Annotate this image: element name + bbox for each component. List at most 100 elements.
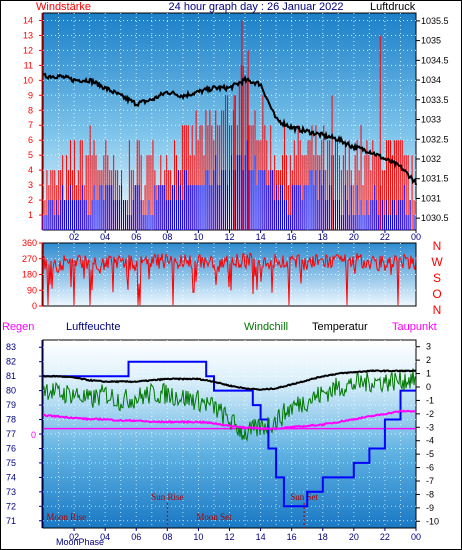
temperature-tick-label: -9: [426, 503, 434, 513]
time-tick-label: 02: [69, 532, 79, 542]
pressure-tick-label: 1035.5: [421, 16, 449, 26]
humidity-tick-label: 72: [6, 501, 16, 511]
time-tick-label: 20: [349, 532, 359, 542]
temperature-humidity-lines: [42, 360, 417, 508]
wind-tick-label: 13: [23, 30, 33, 40]
temperature-tick-label: -5: [426, 449, 434, 459]
wind-tick-label: 6: [28, 135, 33, 145]
windchill-series: [42, 368, 417, 443]
rain-zero-label: 0: [31, 430, 36, 440]
direction-tick-label: 270: [22, 254, 37, 264]
wind-tick-label: 5: [28, 150, 33, 160]
temperature-tick-label: -1: [426, 395, 434, 405]
event-label: Moon Rise: [46, 512, 86, 522]
compass-letter: O: [432, 287, 441, 301]
compass-letter: S: [433, 271, 441, 285]
pressure-tick-label: 1033.5: [421, 95, 449, 105]
dewpoint-series: [42, 409, 417, 431]
temperature-tick-label: 2: [426, 355, 431, 365]
wind-bars: [42, 20, 415, 230]
direction-tick-label: 180: [22, 270, 37, 280]
time-tick-label: 06: [131, 532, 141, 542]
wind-tick-label: 9: [28, 90, 33, 100]
temperature-tick-label: -3: [426, 422, 434, 432]
temperature-tick-label: -7: [426, 476, 434, 486]
wind-tick-label: 11: [24, 60, 33, 70]
humidity-tick-label: 73: [6, 487, 16, 497]
event-label: Moon Set: [196, 512, 232, 522]
wind-tick-label: 14: [23, 15, 33, 25]
humidity-axis: 71 72 73 74 75 76 77 78 79 80 81 82 83: [6, 340, 43, 528]
temperature-tick-label: -10: [426, 516, 439, 526]
pressure-tick-label: 1032: [421, 154, 441, 164]
rain-label: Regen: [2, 321, 34, 333]
compass-letter: W: [431, 255, 443, 269]
pressure-axis: 1030.5 1031 1031.5 1032 1032.5 1033 1033.5 1034…: [416, 16, 449, 223]
humidity-tick-label: 71: [6, 516, 16, 526]
pressure-tick-label: 1031.5: [421, 174, 449, 184]
time-tick-label: 00: [411, 532, 421, 542]
time-tick-label: 10: [193, 532, 203, 542]
wind-tick-label: 10: [23, 75, 33, 85]
pressure-tick-label: 1034.5: [421, 55, 449, 65]
time-tick-label: 06: [131, 232, 141, 242]
time-tick-label: 16: [287, 232, 297, 242]
pressure-tick-label: 1032.5: [421, 134, 449, 144]
temperature-tick-label: 3: [426, 342, 431, 352]
time-tick-label: 12: [224, 532, 234, 542]
humidity-tick-label: 76: [6, 443, 16, 453]
temperature-tick-label: 1: [426, 369, 431, 379]
wind-direction-series: [42, 252, 417, 306]
pressure-label: Luftdruck: [370, 1, 416, 13]
wind-direction-grid: [43, 243, 416, 306]
time-tick-label: 10: [193, 232, 203, 242]
temperature-time-axis: 02 04 06 08 10 12 14 16 18 20 22 00: [69, 528, 421, 542]
time-tick-label: 00: [411, 232, 421, 242]
temperature-tick-label: -2: [426, 409, 434, 419]
pressure-tick-label: 1030.5: [421, 213, 449, 223]
compass-letter: N: [433, 239, 442, 253]
pressure-tick-label: 1034: [421, 75, 441, 85]
direction-tick-label: 0: [32, 301, 37, 311]
temperature-tick-label: 0: [426, 382, 431, 392]
compass-letter: N: [433, 303, 442, 317]
wind-direction-line: [42, 252, 417, 306]
pressure-tick-label: 1033: [421, 115, 441, 125]
wind-pressure-time-axis: 02 04 06 08 10 12 14 16 18 20 22 00: [69, 230, 421, 242]
humidity-tick-label: 80: [6, 386, 16, 396]
wind-tick-label: 3: [28, 180, 33, 190]
direction-tick-label: 90: [27, 285, 37, 295]
wind-direction-axis: 0 90 180 270 360: [22, 238, 43, 311]
time-tick-label: 08: [162, 532, 172, 542]
humidity-tick-label: 79: [6, 400, 16, 410]
pressure-line: [42, 72, 417, 186]
time-tick-label: 04: [100, 532, 110, 542]
temperature-label: Temperatur: [312, 321, 368, 333]
time-tick-label: 02: [69, 232, 79, 242]
wind-tick-label: 8: [28, 105, 33, 115]
temperature-tick-label: -4: [426, 436, 434, 446]
temperature-series: [42, 369, 417, 391]
time-tick-label: 12: [224, 232, 234, 242]
event-label: Sun Set: [290, 492, 318, 502]
humidity-tick-label: 82: [6, 357, 16, 367]
dewpoint-label: Taupunkt: [392, 321, 437, 333]
time-tick-label: 22: [380, 532, 390, 542]
humidity-tick-label: 74: [6, 472, 16, 482]
humidity-tick-label: 75: [6, 458, 16, 468]
direction-tick-label: 360: [22, 238, 37, 248]
event-label: Sun Rise: [151, 492, 183, 502]
temperature-tick-label: -8: [426, 489, 434, 499]
time-tick-label: 14: [256, 232, 266, 242]
pressure-series: [42, 72, 417, 186]
temperature-tick-label: -6: [426, 463, 434, 473]
wind-speed-label: Windstärke: [36, 1, 91, 13]
time-tick-label: 18: [318, 532, 328, 542]
humidity-tick-label: 81: [6, 371, 16, 381]
pressure-tick-label: 1035: [421, 36, 441, 46]
wind-tick-label: 7: [28, 120, 33, 130]
time-tick-label: 14: [256, 532, 266, 542]
